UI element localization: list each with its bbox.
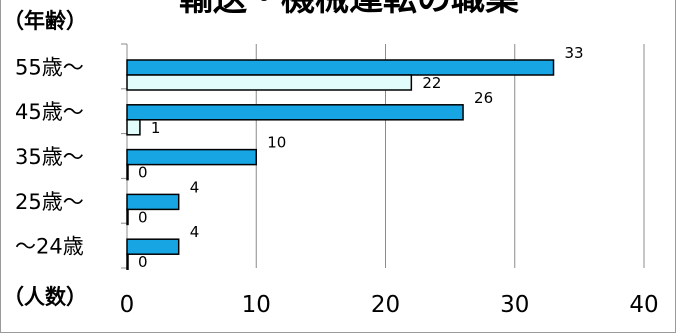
- bar-series-2: [126, 253, 129, 270]
- category-label: 25歳～: [15, 190, 84, 214]
- bar-series-2: [126, 119, 141, 136]
- chart-title: 輸送・機械運転の職業: [179, 0, 519, 19]
- data-label: 4: [190, 178, 200, 196]
- y-axis-label: （年齢）: [3, 9, 87, 33]
- data-label: 10: [267, 134, 286, 152]
- bar-series-2: [126, 208, 129, 226]
- axes: [121, 43, 128, 269]
- x-tick-label: 0: [120, 292, 135, 318]
- bars: [126, 59, 555, 270]
- labels: 0 10 20 30 4055歳～45歳～35歳～25歳～～24歳33261044221…: [15, 44, 659, 318]
- bar-series-1: [126, 148, 257, 166]
- bar-series-2: [126, 74, 413, 91]
- x-axis-label: （人数）: [3, 285, 87, 309]
- data-label: 22: [422, 74, 441, 92]
- bar-series-1: [126, 59, 555, 76]
- data-label: 33: [565, 44, 584, 62]
- x-tick-label: 10: [242, 292, 271, 318]
- category-label: 35歳～: [15, 145, 84, 169]
- bar-series-1: [126, 238, 180, 255]
- x-tick-label: 40: [629, 292, 658, 318]
- bar-series-1: [126, 104, 464, 121]
- data-label: 26: [474, 89, 493, 107]
- data-label: 0: [138, 164, 148, 182]
- x-tick-label: 30: [500, 292, 529, 318]
- bar-series-2: [126, 163, 129, 181]
- data-label: 1: [151, 119, 161, 137]
- data-label: 0: [138, 253, 148, 271]
- data-label: 0: [138, 208, 148, 226]
- x-tick-label: 20: [371, 292, 400, 318]
- category-label: ～24歳: [15, 235, 84, 259]
- category-label: 55歳～: [15, 55, 84, 79]
- bar-series-1: [126, 193, 180, 211]
- data-label: 4: [190, 223, 200, 241]
- category-label: 45歳～: [15, 100, 84, 124]
